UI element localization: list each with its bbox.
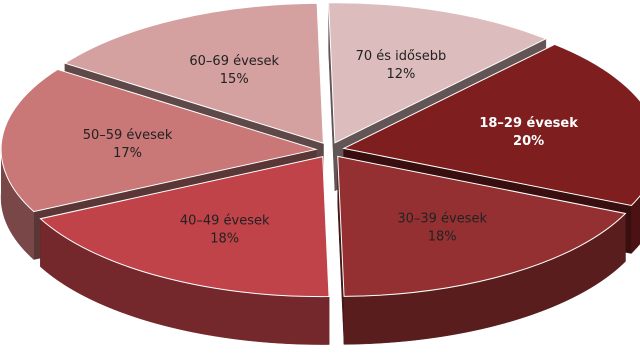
slice-value-label: 15% [220, 72, 249, 87]
pie-slice-rim [631, 195, 640, 255]
slice-value-label: 18% [210, 231, 239, 246]
pie-slice-3 [337, 155, 627, 297]
pie-slice-6 [63, 2, 324, 144]
slice-category-label: 18–29 évesek [479, 116, 578, 131]
pie-slice-2 [342, 43, 640, 207]
slice-category-label: 70 és idősebb [356, 49, 447, 64]
pie-slice-5 [0, 68, 318, 213]
pie-tops [0, 2, 640, 298]
pie-slice-1 [328, 2, 548, 144]
slice-value-label: 20% [513, 134, 544, 149]
pie-labels: 70 és idősebb 12% 18–29 évesek 20% 30–39 éve… [83, 49, 579, 246]
pie-slice-4 [39, 155, 330, 298]
slice-value-label: 12% [386, 67, 415, 82]
slice-value-label: 17% [113, 146, 142, 161]
slice-value-label: 18% [428, 229, 457, 244]
slice-category-label: 30–39 évesek [397, 211, 487, 226]
slice-category-label: 40–49 évesek [180, 213, 270, 228]
slice-category-label: 50–59 évesek [83, 128, 173, 143]
slice-category-label: 60–69 évesek [189, 54, 279, 69]
